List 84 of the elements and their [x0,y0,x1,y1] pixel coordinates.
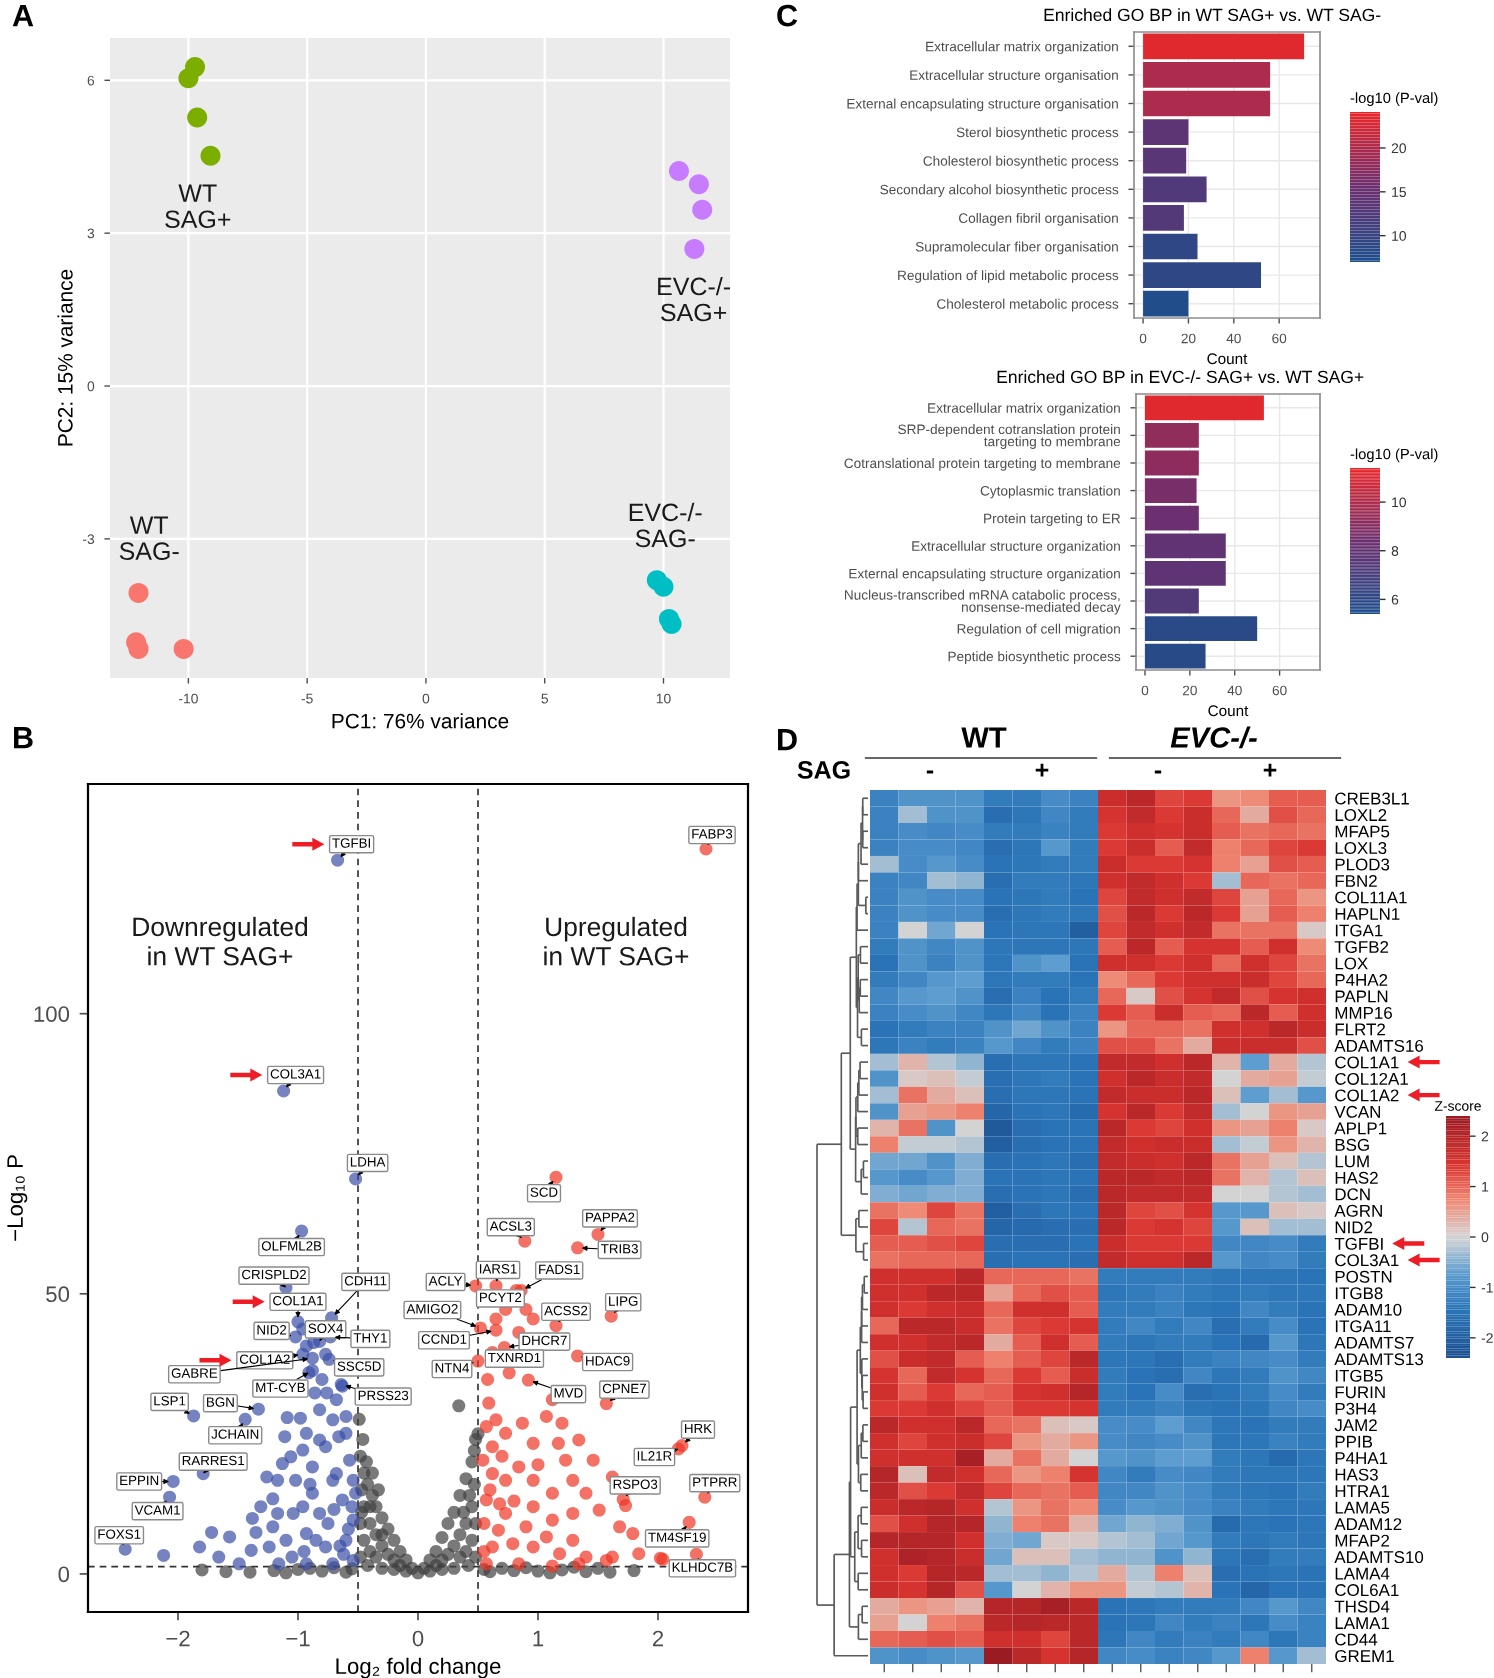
y-tick-label: HTRA1 [1335,1485,1390,1497]
y-tick-label: COL1A2 [1335,1089,1399,1102]
y-tick-label: COL11A1 [1335,891,1407,904]
y-tick-label: HAS3 [1335,1468,1378,1481]
text: C [777,4,798,27]
x-tick-label: −2 [166,1630,190,1647]
y-tick-label: APLP1 [1334,1122,1387,1135]
y-tick-label: LOXL2 [1335,809,1387,822]
text: - [926,770,934,774]
text: B [14,727,33,749]
y-tick-label: CD44 [1335,1633,1378,1646]
y-tick-label: MMP16 [1335,1006,1392,1019]
y-tick-label: LOX [1335,957,1368,970]
y-tick-label: P4HA2 [1335,973,1388,986]
y-tick-label: ADAMTS13 [1334,1353,1424,1366]
y-tick-label: COL6A1 [1335,1584,1399,1597]
text: + [1035,763,1049,777]
y-tick-label: LAMA4 [1335,1567,1390,1580]
y-tick-label: POSTN [1335,1270,1392,1283]
y-tick-label: TGFB2 [1334,940,1389,953]
text: A [12,5,34,27]
y-axis-title: PC2: 15% variance [57,269,73,446]
y-tick-label: GREM1 [1335,1650,1394,1663]
text: D [778,729,797,751]
y-tick-label: CREB3L1 [1335,792,1409,805]
y-tick-label: COL1A1 [1335,1056,1399,1069]
y-tick-label: ITGA11 [1335,1320,1391,1333]
y-tick-label: PPIB [1335,1435,1373,1448]
y-axis-title: −Log₁₀ P [7,1155,28,1241]
y-tick-label: 0 [58,1566,70,1583]
y-tick-label: ADAMTS10 [1334,1551,1424,1564]
y-tick-label: LOXL3 [1335,842,1387,855]
chart-title: Enriched GO BP in WT SAG+ vs. WT SAG- [1044,8,1381,22]
y-tick-label: FURIN [1335,1386,1385,1399]
y-tick-label: AGRN [1334,1204,1382,1217]
y-tick-label: ITGB8 [1335,1287,1383,1300]
x-axis-title: PC1: 76% variance [332,713,509,729]
series-label: WT SAG- [119,516,179,560]
y-tick-label: 50 [46,1286,70,1303]
y-tick-label: PLOD3 [1335,858,1390,871]
y-tick-label: HAS2 [1335,1171,1378,1184]
text: EVC-/- [1170,726,1257,749]
text: WT [961,727,1007,748]
y-tick-label: 100 [34,1006,70,1022]
y-tick-label: COL12A1 [1335,1072,1408,1085]
y-tick-label: LUM [1335,1155,1369,1168]
y-tick-label: MFAP5 [1335,825,1390,838]
y-tick-label: TGFBI [1334,1237,1383,1250]
y-tick-label: ADAM10 [1334,1303,1402,1316]
y-tick-label: PAPLN [1335,990,1388,1003]
y-tick-label: ITGB5 [1335,1369,1383,1382]
y-tick-label: THSD4 [1334,1600,1390,1613]
annotation: Downregulated in WT SAG+ [133,916,308,966]
y-tick-label: ADAMTS16 [1334,1039,1424,1052]
x-tick-label: 1 [533,1630,544,1647]
y-tick-label: ITGA1 [1335,924,1383,937]
y-tick-label: LAMA1 [1335,1617,1390,1629]
x-tick-label: −1 [286,1630,310,1647]
y-tick-label: ADAMTS7 [1334,1336,1414,1349]
text: - [1154,770,1162,774]
y-tick-label: DCN [1335,1188,1370,1201]
chart-title: Enriched GO BP in EVC-/- SAG+ vs. WT SAG+ [997,370,1364,384]
series-label: EVC-/- SAG- [629,502,702,548]
y-tick-label: BSG [1335,1138,1369,1151]
y-tick-label: HAPLN1 [1335,908,1400,920]
y-tick-label: FLRT2 [1335,1023,1385,1036]
y-tick-label: MFAP2 [1335,1534,1390,1547]
y-tick-label: ADAM12 [1334,1518,1402,1530]
y-tick-label: VCAN [1334,1105,1381,1118]
y-tick-label: LAMA5 [1335,1501,1390,1514]
series-label: EVC-/- SAG+ [658,276,730,322]
x-axis-title: Log₂ fold change [336,1657,501,1678]
y-tick-label: JAM2 [1334,1419,1377,1432]
x-tick-label: 2 [652,1630,664,1647]
text: SAG [797,761,850,779]
series-label: WT SAG+ [165,184,231,229]
annotation: Upregulated in WT SAG+ [544,916,689,966]
text: + [1263,763,1277,777]
y-tick-label: COL3A1 [1335,1254,1399,1267]
y-tick-label: FBN2 [1335,875,1377,887]
y-tick-label: NID2 [1335,1221,1373,1234]
x-tick-label: 0 [412,1630,424,1647]
y-tick-label: P4HA1 [1335,1452,1388,1465]
y-tick-label: P3H4 [1335,1402,1377,1415]
